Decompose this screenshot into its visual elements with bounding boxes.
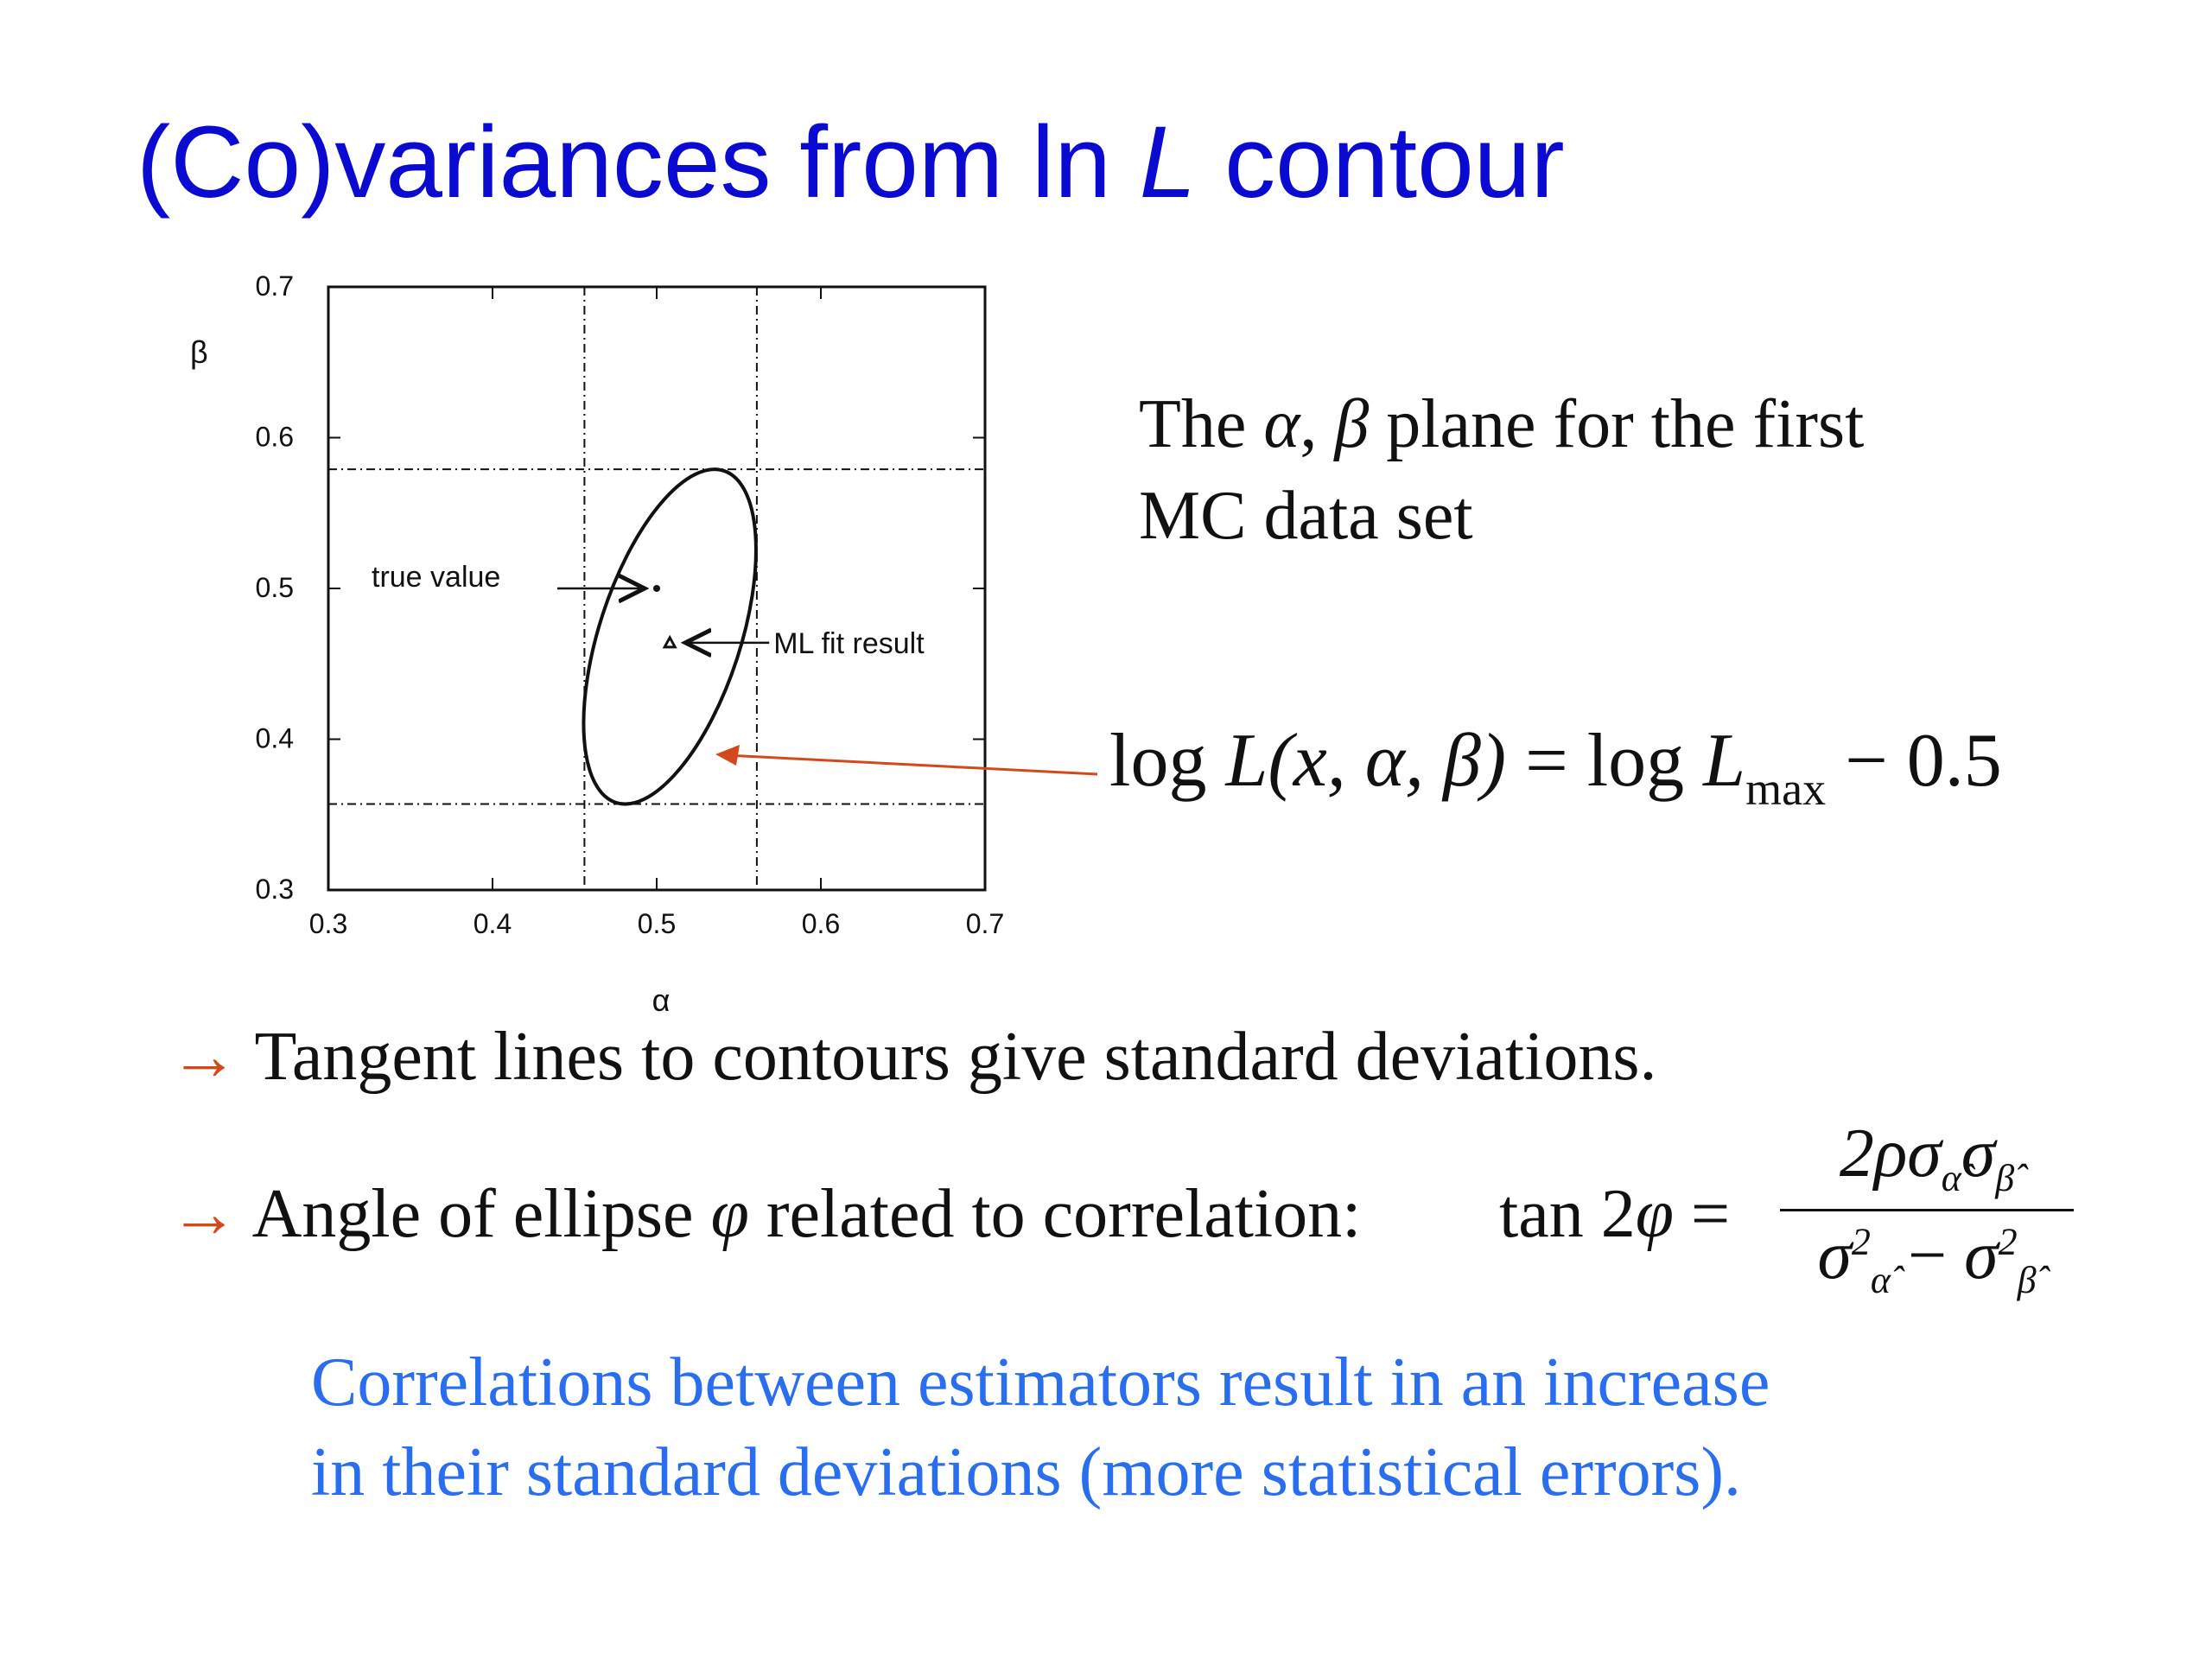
tan-equation-lhs: tan 2φ =: [1499, 1176, 1731, 1252]
x-axis-label: α: [652, 982, 671, 1018]
fraction-numerator: 2ρσα̂σβ̂: [1780, 1115, 2074, 1211]
description-line1: The α, β plane for the first: [1139, 386, 1865, 462]
correlation-fraction: 2ρσα̂σβ̂ σ2α̂ − σ2β̂: [1780, 1115, 2074, 1302]
y-tick-label: 0.7: [256, 270, 294, 302]
bullet-tangent-lines: → Tangent lines to contours give standar…: [169, 1019, 1657, 1095]
x-tick-label: 0.4: [474, 908, 512, 939]
x-tick-label: 0.3: [309, 908, 347, 939]
axis-ticks: 0.3 0.4 0.5 0.6 0.7 0.3 0.4 0.5 0.6 0.7: [256, 270, 1005, 939]
correlation-note: Correlations between estimators result i…: [311, 1338, 1770, 1517]
note-line1: Correlations between estimators result i…: [311, 1344, 1770, 1421]
true-value-point: [653, 585, 660, 592]
bullet-arrow-icon: →: [169, 1176, 238, 1252]
y-tick-label: 0.4: [256, 723, 294, 754]
title-prefix: (Co)variances from ln: [137, 105, 1140, 219]
contour-equation: log L(x, α, β) = log Lmax − 0.5: [1109, 719, 2002, 815]
y-tick-label: 0.3: [256, 874, 294, 905]
title-suffix: contour: [1196, 105, 1565, 219]
x-tick-label: 0.5: [638, 908, 676, 939]
x-tick-label: 0.7: [966, 908, 1004, 939]
description-line2: MC data set: [1139, 478, 1473, 554]
slide-title: (Co)variances from ln L contour: [137, 104, 1565, 221]
plane-description: The α, β plane for the first MC data set: [1139, 378, 1864, 562]
fraction-denominator: σ2α̂ − σ2β̂: [1817, 1217, 2037, 1301]
y-tick-label: 0.6: [256, 422, 294, 453]
title-italic-L: L: [1139, 105, 1197, 219]
ml-fit-result-point: [662, 634, 677, 649]
likelihood-contour-ellipse: [582, 467, 758, 806]
contour-chart: 0.3 0.4 0.5 0.6 0.7 0.3 0.4 0.5 0.6 0.7 true valu…: [190, 270, 1005, 1018]
bullet-arrow-icon: →: [169, 1019, 238, 1095]
bullet-ellipse-angle: → Angle of ellipse φ related to correlat…: [169, 1176, 1362, 1252]
tangent-lines: [328, 287, 985, 890]
true-value-label: true value: [372, 561, 500, 594]
y-axis-label: β: [190, 334, 208, 370]
y-tick-label: 0.5: [256, 572, 294, 603]
x-tick-label: 0.6: [802, 908, 840, 939]
equation-pointer-arrow: [715, 745, 1098, 776]
note-line2: in their standard deviations (more stati…: [311, 1434, 1742, 1510]
ml-fit-result-label: ML fit result: [773, 627, 925, 660]
